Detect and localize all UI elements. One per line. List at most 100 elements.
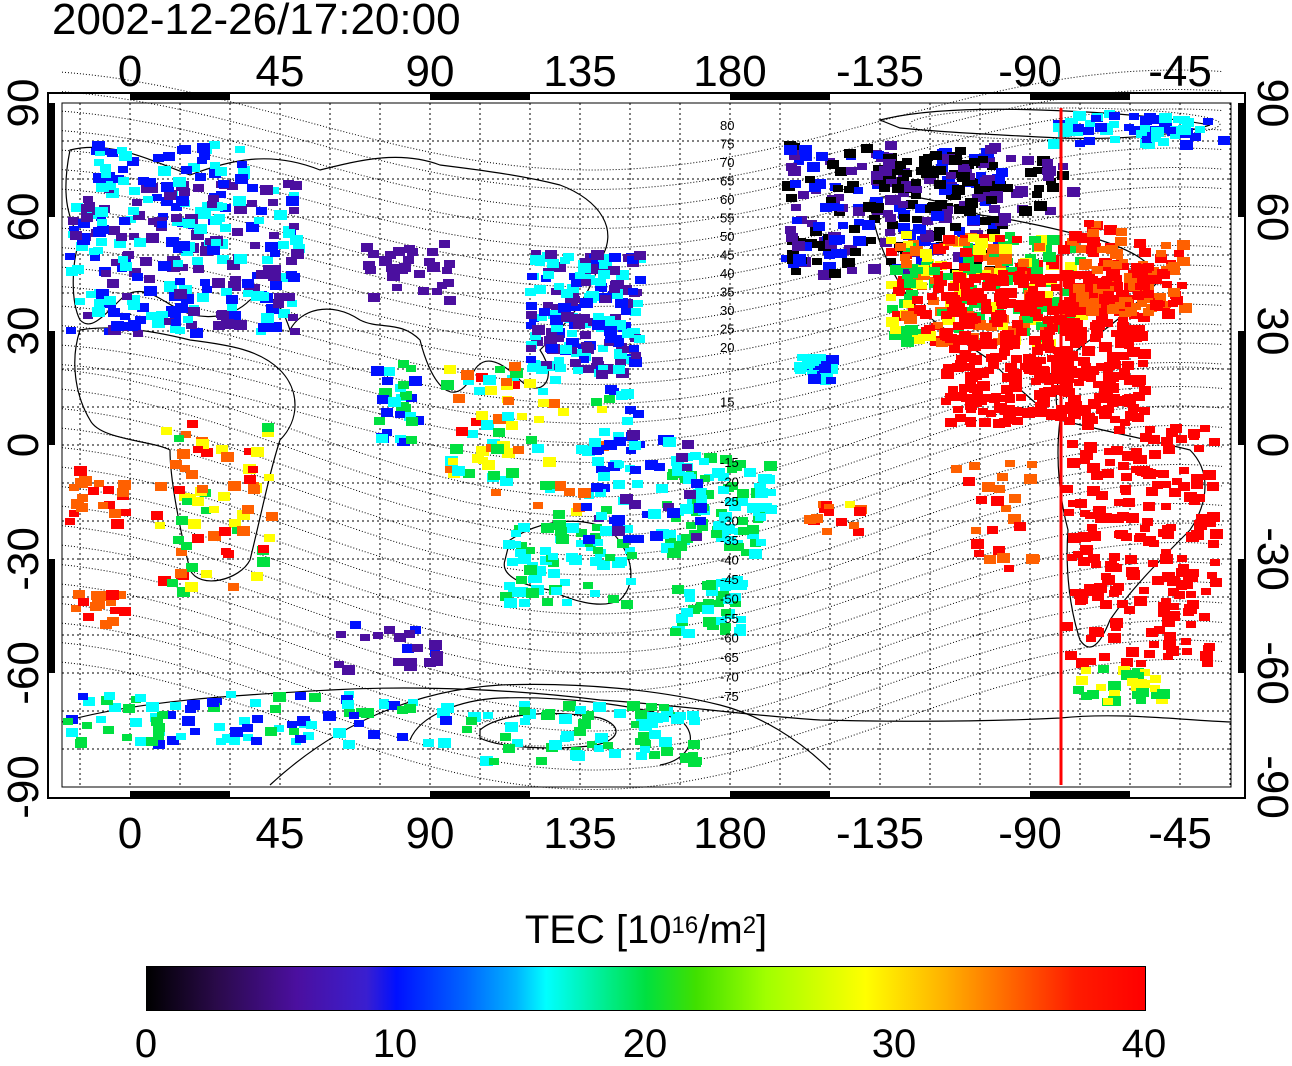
tec-sample [922, 217, 933, 225]
tec-sample [892, 311, 905, 321]
tec-sample [1110, 282, 1123, 292]
contour-label: 30 [720, 303, 734, 318]
tec-sample [1085, 290, 1097, 299]
tec-sample [173, 177, 186, 187]
tec-sample [1157, 689, 1170, 699]
tec-world-map: 8075706560555045403530252015-15-20-25-30… [0, 47, 1292, 858]
tec-sample [368, 250, 379, 258]
tec-sample [826, 355, 839, 365]
tec-sample [845, 501, 855, 508]
tec-sample [1194, 520, 1207, 530]
tec-sample [96, 214, 106, 221]
contour-label: 80 [720, 118, 734, 133]
tec-sample [234, 254, 247, 264]
tec-sample [193, 446, 203, 453]
tec-sample [625, 547, 635, 554]
tec-sample [128, 207, 139, 215]
tec-sample [97, 219, 107, 226]
tec-sample [491, 444, 504, 454]
tec-sample [400, 391, 412, 400]
tec-sample [400, 404, 411, 412]
tec-sample [716, 617, 727, 625]
tec-sample [1071, 368, 1084, 378]
tec-sample [186, 563, 198, 572]
tec-sample [672, 585, 684, 594]
tec-sample [286, 196, 299, 206]
tec-sample [942, 333, 953, 341]
tec-sample [639, 721, 652, 731]
tec-sample [722, 524, 735, 534]
tec-sample [437, 708, 450, 718]
tec-sample [445, 464, 457, 473]
tec-sample [1111, 446, 1123, 455]
tec-sample [900, 254, 910, 261]
tec-sample [519, 701, 530, 709]
tec-sample [929, 231, 942, 241]
tec-sample [481, 420, 494, 430]
tec-sample [1172, 478, 1182, 485]
tec-sample [890, 326, 901, 334]
tec-sample [119, 607, 131, 616]
tec-sample [593, 313, 604, 321]
tec-sample [289, 728, 299, 735]
tec-sample [83, 312, 93, 319]
tec-sample [108, 308, 120, 317]
tec-sample [77, 494, 88, 502]
tec-sample [947, 307, 960, 317]
tec-sample [519, 707, 530, 715]
tec-sample [177, 449, 190, 459]
tec-sample [1088, 249, 1099, 257]
tec-sample [1203, 645, 1213, 652]
tec-sample [1207, 482, 1219, 491]
tec-sample [1146, 487, 1158, 496]
tec-sample [1162, 530, 1174, 539]
tec-sample [963, 320, 975, 329]
tec-sample [197, 485, 208, 493]
tec-sample [939, 148, 952, 158]
tec-sample [1159, 113, 1172, 123]
tec-sample [171, 203, 182, 211]
tec-sample [1191, 474, 1203, 483]
tec-sample [1166, 127, 1176, 134]
tec-sample [127, 295, 140, 305]
tec-sample [960, 282, 970, 289]
left-latitude-label: 30 [0, 307, 48, 356]
tec-sample [581, 279, 591, 286]
tec-sample [646, 703, 657, 711]
contour-line [61, 464, 1223, 596]
tec-sample [506, 421, 518, 430]
tec-sample [1164, 632, 1176, 641]
tec-sample [988, 219, 1001, 229]
tec-sample [1067, 440, 1078, 448]
tec-sample [1045, 346, 1055, 353]
tec-sample [1085, 120, 1095, 127]
tec-sample [1036, 357, 1046, 364]
tec-sample [871, 171, 883, 180]
tec-sample [889, 331, 901, 340]
tec-sample [1135, 466, 1147, 475]
tec-sample [71, 605, 81, 612]
tec-sample [1166, 646, 1179, 656]
tec-sample [1113, 583, 1124, 591]
tec-sample [251, 572, 263, 581]
tec-sample [500, 476, 513, 486]
tec-sample [229, 737, 240, 745]
tec-sample [217, 255, 229, 264]
tec-sample [75, 478, 88, 488]
tec-sample [862, 220, 875, 230]
tec-sample [403, 256, 414, 264]
tec-sample [511, 530, 521, 537]
tec-sample [268, 199, 278, 206]
tec-sample [835, 249, 847, 258]
tec-sample [1122, 395, 1133, 403]
tec-sample [800, 152, 812, 161]
tec-sample [226, 691, 236, 698]
tec-sample [120, 262, 132, 271]
tec-sample [1025, 168, 1037, 177]
tec-sample [759, 474, 772, 484]
tec-sample [1190, 133, 1201, 141]
tec-sample [566, 553, 578, 562]
tec-sample [433, 659, 443, 666]
tec-sample [1068, 409, 1081, 419]
tec-sample [893, 287, 905, 296]
